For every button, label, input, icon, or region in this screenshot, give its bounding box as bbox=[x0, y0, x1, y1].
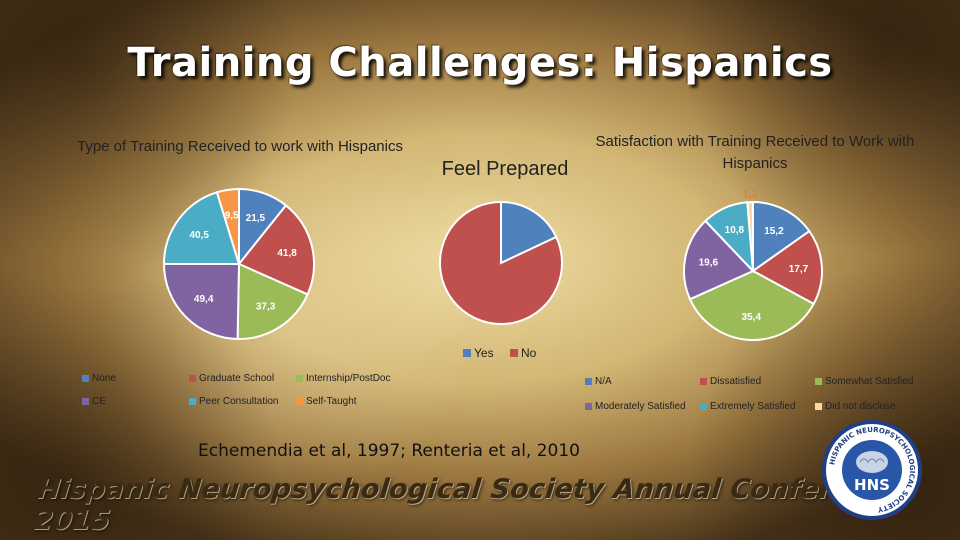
legend-label-0-2: Internship/PostDoc bbox=[306, 373, 391, 384]
legend-swatch-2-5 bbox=[815, 403, 822, 410]
legend-swatch-0-0 bbox=[82, 375, 89, 382]
legend-label-0-3: CE bbox=[92, 396, 106, 407]
pie-label-2-3: 19,6 bbox=[699, 258, 719, 269]
pie-slice-2-3 bbox=[683, 219, 755, 301]
pie-label-0-0: 21,5 bbox=[246, 213, 266, 224]
pie-label-0-4: 40,5 bbox=[189, 230, 209, 241]
chart-title-satisfaction: Satisfaction with Training Received to W… bbox=[595, 133, 915, 172]
pie-label-0-5: 9,5 bbox=[225, 211, 239, 222]
pie-slice-0-4 bbox=[162, 191, 241, 265]
pie-label-2-1: 17,7 bbox=[789, 264, 809, 275]
legend-label-2-3: Moderately Satisfied bbox=[595, 401, 686, 412]
legend-label-2-0: N/A bbox=[595, 376, 612, 387]
legend-swatch-2-3 bbox=[585, 403, 592, 410]
legend-label-1-1: No bbox=[521, 346, 537, 360]
legend-swatch-2-4 bbox=[700, 403, 707, 410]
pie-label-2-4: 10,8 bbox=[725, 225, 745, 236]
legend-item-0-0: None bbox=[82, 373, 116, 384]
pie-label-0-1: 41,8 bbox=[277, 248, 297, 259]
legend-item-0-1: Graduate School bbox=[189, 373, 274, 384]
legend-item-0-2: Internship/PostDoc bbox=[296, 373, 391, 384]
pie-slice-2-1 bbox=[751, 229, 823, 306]
legend-label-2-4: Extremely Satisfied bbox=[710, 401, 796, 412]
legend-item-0-3: CE bbox=[82, 396, 106, 407]
legend-swatch-1-0 bbox=[463, 349, 471, 357]
pie-label-2-5: 1,3 bbox=[743, 190, 757, 201]
legend-item-1-0: Yes bbox=[463, 346, 494, 360]
logo-initials: HNS bbox=[854, 476, 890, 494]
legend-swatch-0-1 bbox=[189, 375, 196, 382]
pie-label-2-0: 15,2 bbox=[764, 226, 784, 237]
legend-swatch-0-5 bbox=[296, 398, 303, 405]
legend-item-2-4: Extremely Satisfied bbox=[700, 401, 796, 412]
pie-label-0-2: 37,3 bbox=[256, 301, 276, 312]
slide-title: Training Challenges: Hispanics bbox=[127, 40, 833, 86]
legend-swatch-2-0 bbox=[585, 378, 592, 385]
legend-label-0-4: Peer Consultation bbox=[199, 396, 279, 407]
pie-slice-1-0 bbox=[500, 200, 558, 265]
pie-chart-feel-prepared bbox=[439, 200, 563, 325]
pie-slice-0-3 bbox=[162, 263, 241, 341]
legend-label-0-1: Graduate School bbox=[199, 373, 275, 384]
pie-slice-0-5 bbox=[215, 187, 240, 265]
legend-swatch-0-3 bbox=[82, 398, 89, 405]
pie-slice-0-2 bbox=[236, 262, 309, 340]
legend-swatch-0-4 bbox=[189, 398, 196, 405]
brain-icon bbox=[856, 451, 888, 473]
legend-item-0-5: Self-Taught bbox=[296, 396, 357, 407]
brain-fold-icon bbox=[859, 458, 885, 464]
legend-label-2-2: Somewhat Satisfied bbox=[825, 376, 914, 387]
legend-label-0-5: Self-Taught bbox=[306, 396, 357, 407]
legend-swatch-0-2 bbox=[296, 375, 303, 382]
legend-item-2-5: Did not disclose bbox=[815, 401, 896, 412]
legend-label-0-0: None bbox=[92, 373, 116, 384]
pie-chart-satisfaction: 15,2 17,7 35,4 19,6 10,8 1,3 bbox=[683, 190, 823, 341]
legend-label-1-0: Yes bbox=[474, 346, 494, 360]
pie-chart-training-type: 21,5 41,8 37,3 49,4 40,5 9,5 bbox=[162, 187, 315, 341]
chart-title-feel-prepared: Feel Prepared bbox=[441, 158, 569, 180]
chart-title-training-type: Type of Training Received to work with H… bbox=[77, 138, 403, 155]
legend-label-2-5: Did not disclose bbox=[825, 401, 896, 412]
legend-label-2-1: Dissatisfied bbox=[710, 376, 762, 387]
legend-item-2-3: Moderately Satisfied bbox=[585, 401, 686, 412]
legend-item-0-4: Peer Consultation bbox=[189, 396, 279, 407]
legend-swatch-2-2 bbox=[815, 378, 822, 385]
legend-item-2-0: N/A bbox=[585, 376, 612, 387]
pie-slice-2-2 bbox=[688, 269, 816, 341]
legend-item-1-1: No bbox=[510, 346, 536, 360]
pie-slice-2-5 bbox=[746, 200, 754, 272]
legend-swatch-1-1 bbox=[510, 349, 518, 357]
legend-item-2-1: Dissatisfied bbox=[700, 376, 761, 387]
pie-slice-1-1 bbox=[439, 200, 563, 325]
citation-text: Echemendia et al, 1997; Renteria et al, … bbox=[198, 441, 581, 461]
pie-slice-2-0 bbox=[752, 200, 811, 273]
legend-item-2-2: Somewhat Satisfied bbox=[815, 376, 913, 387]
hns-logo: HISPANIC NEUROPSYCHOLOGICAL SOCIETY HNS bbox=[822, 420, 922, 520]
pie-label-2-2: 35,4 bbox=[742, 312, 762, 323]
legend-swatch-2-1 bbox=[700, 378, 707, 385]
pie-label-0-3: 49,4 bbox=[194, 294, 214, 305]
